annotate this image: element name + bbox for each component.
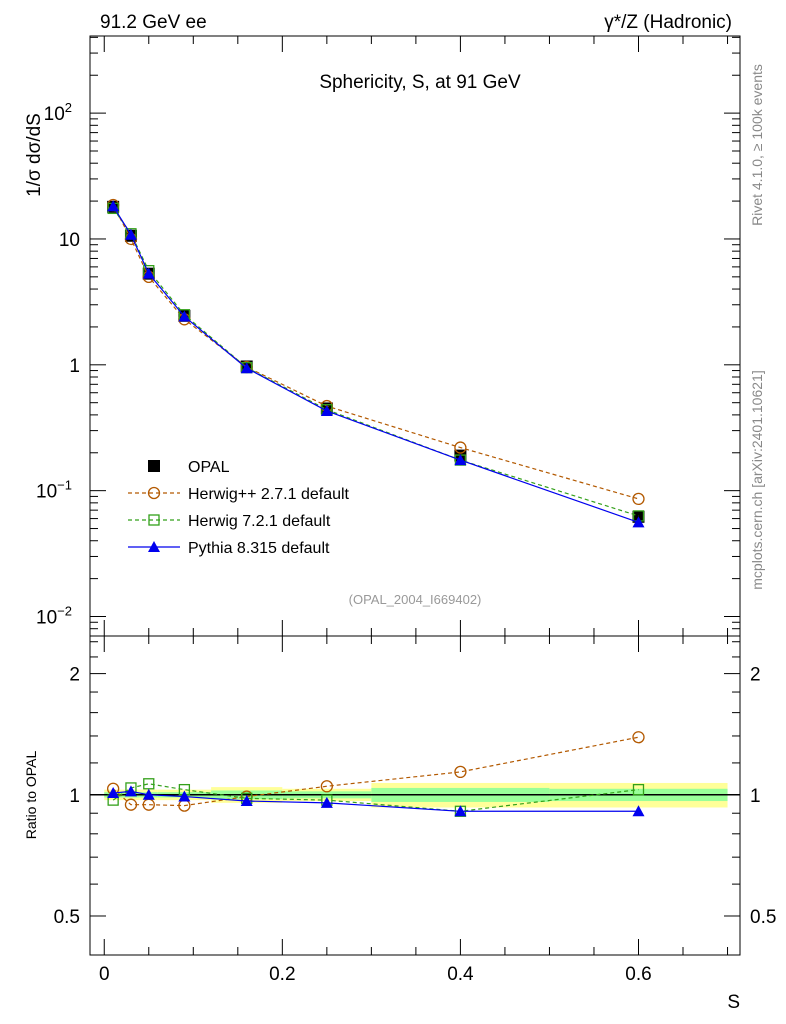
ratio-point-herwig-2-7-1-default [454, 765, 467, 779]
ratio-y-tick-label: 2 [69, 665, 80, 686]
ratio-y-tick-label-right: 0.5 [750, 907, 776, 928]
legend-label: Herwig 7.2.1 default [188, 513, 331, 530]
ratio-y-tick-label-right: 2 [750, 665, 761, 686]
data-point-pythia-8-315-default [454, 454, 467, 466]
x-axis-label: S [727, 992, 740, 1013]
y-axis-label: 1/σ dσ/dS [24, 113, 45, 197]
data-point-pythia-8-315-default [178, 310, 191, 322]
ratio-point-pythia-8-315-default [240, 795, 253, 807]
ratio-y-tick-label: 0.5 [54, 907, 80, 928]
ratio-point-herwig-2-7-1-default [632, 731, 645, 744]
legend-marker [147, 486, 161, 500]
legend: OPAL Herwig++ 2.7.1 default Herwig 7.2.1 d… [128, 459, 350, 557]
data-point-herwig-2-7-1-default [632, 492, 645, 506]
y-tick-label: 10 [59, 230, 80, 251]
series-line-pythia-8-315-default [112, 205, 639, 523]
y-tick-label: 1 [69, 356, 80, 377]
header-left: 91.2 GeV ee [100, 12, 207, 33]
ratio-frame [89, 635, 741, 956]
data-point-pythia-8-315-default [632, 516, 645, 528]
ratio-point-herwig-2-7-1-default [320, 780, 333, 793]
ratio-point-pythia-8-315-default [178, 790, 191, 802]
y-tick-label: 10−2 [36, 604, 72, 629]
legend-marker [148, 514, 160, 526]
legend-marker [148, 460, 160, 472]
ratio-point-pythia-8-315-default [124, 785, 137, 797]
series-line-herwig-2-7-1-default [112, 204, 639, 500]
analysis-annotation: (OPAL_2004_I669402) [349, 592, 482, 607]
ratio-point-pythia-8-315-default [107, 787, 120, 799]
x-tick-label: 0.2 [269, 964, 295, 985]
main-series [107, 198, 645, 528]
ratio-point-herwig-7-2-1-default [632, 783, 645, 796]
data-point-pythia-8-315-default [320, 404, 333, 416]
y-tick-label: 102 [44, 100, 72, 125]
ratio-y-axis-label: Ratio to OPAL [23, 751, 39, 840]
data-point-herwig-2-7-1-default [454, 441, 467, 454]
ratio-point-herwig-7-2-1-default [143, 778, 155, 790]
x-tick-label: 0 [99, 964, 110, 985]
ratio-line-herwig-2-7-1-default [112, 736, 639, 807]
ratio-point-pythia-8-315-default [320, 796, 333, 808]
x-tick-label: 0.6 [625, 964, 651, 985]
legend-label: Pythia 8.315 default [188, 540, 330, 557]
data-point-pythia-8-315-default [107, 200, 120, 212]
ratio-series [107, 731, 645, 817]
y-tick-label: 10−1 [36, 478, 72, 503]
ratio-y-tick-label: 1 [69, 786, 80, 807]
header-right: γ*/Z (Hadronic) [604, 12, 732, 33]
rivet-label: Rivet 4.1.0, ≥ 100k events [749, 64, 765, 226]
ratio-point-pythia-8-315-default [142, 788, 155, 800]
data-point-pythia-8-315-default [124, 228, 137, 240]
mcplots-label: mcplots.cern.ch [arXiv:2401.10621] [749, 370, 765, 589]
legend-marker [148, 541, 160, 552]
data-point-pythia-8-315-default [240, 362, 253, 374]
chart-title: Sphericity, S, at 91 GeV [319, 72, 521, 93]
legend-label: OPAL [188, 459, 230, 476]
ratio-point-pythia-8-315-default [454, 805, 467, 817]
ratio-y-tick-label-right: 1 [750, 786, 761, 807]
ratio-point-herwig-2-7-1-default [124, 798, 138, 811]
ratio-point-pythia-8-315-default [632, 805, 645, 817]
x-tick-label: 0.4 [447, 964, 474, 985]
legend-label: Herwig++ 2.7.1 default [188, 486, 350, 503]
data-point-pythia-8-315-default [142, 267, 155, 279]
